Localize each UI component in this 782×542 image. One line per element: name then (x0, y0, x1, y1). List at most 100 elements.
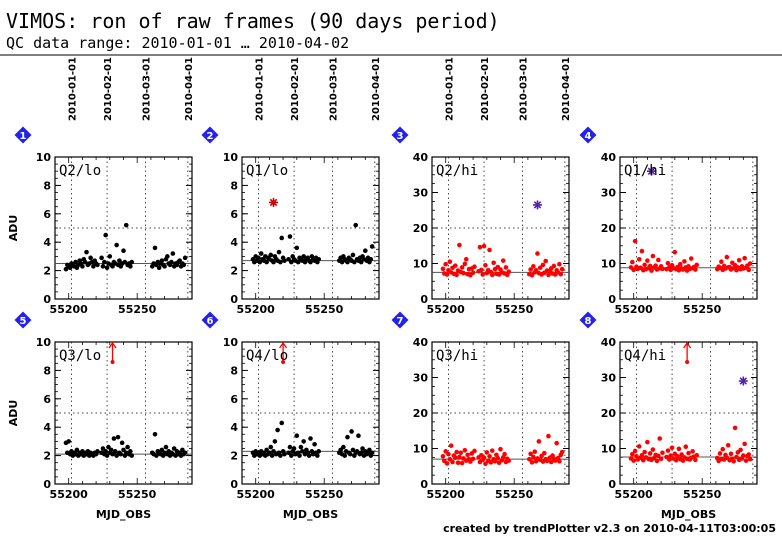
data-point (275, 427, 280, 433)
data-point (100, 446, 106, 451)
data-point (535, 251, 540, 256)
data-point (107, 254, 113, 259)
data-point (103, 232, 108, 238)
data-point (558, 271, 564, 277)
data-point (121, 447, 126, 453)
data-point (156, 265, 162, 271)
data-point (66, 439, 71, 444)
y-tick-label: 2 (43, 265, 51, 278)
out-of-range-arrow (279, 341, 288, 364)
data-point (548, 459, 554, 465)
data-point (462, 261, 468, 267)
x-tick-label: 55200 (50, 488, 89, 501)
data-point (459, 460, 465, 466)
data-point (104, 453, 110, 458)
data-point (459, 265, 465, 270)
data-point (279, 420, 285, 426)
data-point (546, 433, 551, 439)
x-tick-label: 55250 (495, 488, 534, 501)
data-point (258, 251, 264, 256)
y-tick-label: 10 (413, 443, 429, 456)
data-point (117, 258, 122, 263)
data-point (159, 447, 165, 453)
chart-panel-7: 0 10 20 30 40 55200 55250 7 Q3/hi (391, 311, 570, 501)
data-point (732, 425, 738, 431)
data-point (452, 263, 458, 268)
data-point (736, 258, 742, 263)
panel-badge-number: 5 (20, 316, 27, 327)
panel-badge-icon (201, 311, 219, 329)
data-point (279, 235, 285, 241)
data-point (717, 451, 723, 456)
data-point (542, 450, 547, 456)
data-point (369, 244, 375, 249)
data-point (91, 264, 96, 269)
data-point (163, 444, 169, 450)
data-point (316, 256, 322, 262)
data-point (532, 449, 538, 454)
data-point (82, 259, 88, 265)
data-point (472, 448, 477, 454)
y-tick-label: 0 (230, 293, 238, 306)
data-point (479, 267, 484, 273)
panel-badge-icon (391, 126, 409, 144)
footer-credit: created by trendPlotter v2.3 on 2010-04-… (443, 522, 776, 535)
data-point (495, 455, 501, 461)
data-point (444, 272, 450, 277)
outlier-star-ray (533, 201, 542, 209)
panel-badge-number: 6 (207, 316, 214, 327)
x-tick-label: 55200 (427, 488, 466, 501)
data-point (746, 452, 752, 457)
data-point (358, 259, 364, 265)
data-point (632, 238, 638, 244)
x-axis-label: MJD_OBS (96, 508, 151, 521)
outlier-star (647, 166, 657, 176)
data-point (368, 256, 374, 262)
data-point (119, 440, 125, 446)
data-point (350, 252, 356, 258)
data-point (660, 266, 665, 272)
data-point (675, 454, 680, 459)
x-tick-label: 55250 (495, 303, 534, 316)
panel-label: Q3/lo (59, 348, 101, 364)
data-point (636, 256, 642, 262)
chart-panel-2: 0 2 4 6 8 10 55200 55250 2010-01-01 2010-02-01 201… (201, 57, 382, 316)
data-point (104, 265, 110, 271)
data-point (100, 264, 106, 269)
data-point (282, 451, 287, 457)
data-point (683, 444, 689, 450)
data-point (80, 264, 85, 269)
x-tick-label: 55200 (237, 303, 276, 316)
data-point (353, 222, 359, 228)
data-point (171, 446, 177, 451)
data-point (352, 259, 357, 265)
x-tick-label: 55250 (683, 488, 722, 501)
data-point (350, 447, 356, 453)
chart-panel-8: 0 10 20 30 40 55200 55250 MJD_OBS 8 Q4/hi (579, 311, 758, 521)
data-point (345, 434, 350, 440)
date-tick-label: 2010-04-01 (561, 57, 572, 121)
data-point (636, 444, 642, 449)
data-point (276, 249, 282, 255)
panel-badge-number: 4 (585, 131, 592, 142)
y-tick-label: 0 (608, 478, 616, 491)
date-tick-label: 2010-04-01 (371, 57, 382, 121)
data-point (369, 450, 375, 456)
data-point (728, 451, 734, 457)
data-point (506, 458, 512, 463)
data-point (491, 260, 496, 266)
data-point (297, 453, 302, 458)
data-point (461, 270, 466, 276)
data-point (481, 243, 487, 249)
panel-label: Q2/lo (59, 163, 101, 179)
data-point (526, 456, 532, 462)
data-point (114, 453, 119, 458)
outlier-star-ray (269, 198, 278, 207)
data-point (282, 258, 287, 263)
data-point (665, 260, 671, 266)
outlier-star (532, 200, 542, 210)
data-point (95, 449, 100, 454)
data-point (115, 434, 121, 440)
data-point (489, 272, 495, 278)
x-tick-label: 55200 (427, 303, 466, 316)
